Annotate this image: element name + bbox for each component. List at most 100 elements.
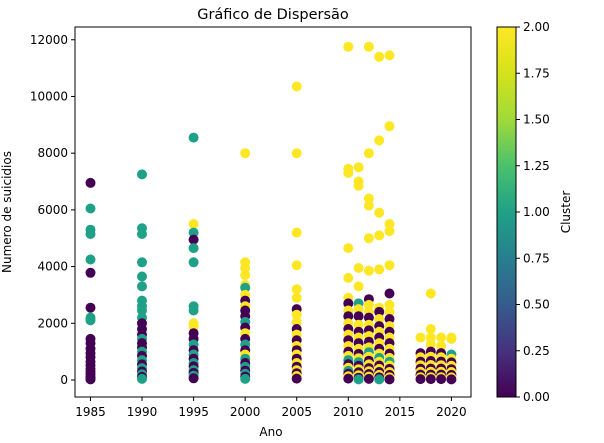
data-point: [425, 324, 436, 334]
data-point: [425, 332, 436, 343]
data-point: [384, 121, 395, 132]
data-point: [188, 132, 199, 143]
data-point: [415, 332, 426, 343]
colorbar-tick-label: 2.00: [523, 20, 550, 34]
data-point: [353, 281, 364, 292]
data-point: [137, 373, 147, 384]
y-tick-label: 6000: [37, 203, 68, 217]
data-point: [188, 373, 199, 384]
colorbar-tick-label: 1.75: [523, 66, 550, 80]
data-point: [384, 50, 395, 61]
data-point: [85, 302, 96, 313]
data-point: [343, 373, 354, 384]
x-tick-label: 2005: [281, 405, 312, 419]
data-point: [343, 298, 354, 309]
data-point: [291, 260, 302, 271]
data-point: [374, 314, 385, 324]
plot-frame: [74, 26, 472, 398]
colorbar-tick-label: 0.25: [523, 344, 550, 358]
x-tick-label: 2015: [385, 405, 416, 419]
data-point: [188, 227, 199, 238]
data-point: [85, 229, 96, 239]
data-point: [384, 260, 395, 271]
data-point: [374, 135, 385, 146]
data-point: [85, 254, 96, 265]
x-axis-label: Ano: [259, 425, 282, 439]
y-tick-label: 12000: [30, 33, 68, 47]
data-point: [363, 373, 374, 384]
data-point: [85, 177, 96, 188]
data-point: [188, 321, 199, 332]
data-point: [363, 233, 374, 244]
data-point: [343, 168, 354, 178]
data-point: [291, 81, 302, 92]
data-point: [353, 304, 364, 315]
data-point: [425, 374, 436, 385]
chart-title: Gráfico de Dispersão: [197, 7, 349, 23]
data-point: [353, 374, 364, 385]
x-tick-label: 2010: [333, 405, 364, 419]
data-point: [343, 311, 354, 322]
data-point: [343, 41, 354, 52]
data-point: [384, 314, 395, 324]
data-point: [363, 200, 374, 211]
y-axis: 0 2000 4000 6000 8000 10000 12000: [30, 33, 75, 387]
data-point: [240, 270, 251, 281]
data-point: [374, 207, 385, 218]
data-point: [291, 309, 302, 320]
data-point: [436, 341, 447, 351]
data-point: [363, 299, 374, 310]
data-point: [85, 315, 96, 326]
data-point: [85, 374, 96, 385]
data-point: [291, 292, 302, 303]
data-point: [188, 234, 199, 245]
data-point: [374, 264, 385, 275]
data-point: [353, 180, 364, 191]
data-point: [374, 51, 385, 62]
data-point: [374, 374, 385, 385]
data-point: [137, 169, 147, 180]
data-point: [363, 265, 374, 276]
data-point: [415, 374, 426, 385]
y-tick-label: 8000: [37, 146, 68, 160]
data-point: [137, 305, 147, 316]
y-axis-label: Numero de suicidios: [0, 151, 14, 273]
data-point: [363, 148, 374, 159]
colorbar-tick-label: 0.00: [523, 390, 550, 404]
points-layer: [85, 41, 457, 385]
data-point: [240, 263, 251, 273]
data-point: [363, 312, 374, 323]
colorbar-tick-label: 0.50: [523, 298, 550, 312]
data-point: [188, 243, 199, 254]
y-tick-label: 10000: [30, 89, 68, 103]
data-point: [446, 333, 457, 344]
data-point: [353, 319, 364, 330]
data-point: [425, 288, 436, 299]
data-point: [374, 306, 385, 317]
data-point: [291, 148, 302, 159]
data-point: [291, 316, 302, 327]
x-axis: 1985 1990 1995 2000 2005 2010 2015 2020: [75, 397, 467, 419]
data-point: [384, 226, 395, 237]
data-point: [137, 271, 147, 282]
data-point: [436, 374, 447, 385]
colorbar-axis: 0.00 0.25 0.50 0.75 1.00 1.25 1.50 1.75 2.00: [516, 20, 550, 404]
data-point: [353, 311, 364, 322]
data-point: [363, 193, 374, 204]
colorbar-tick-label: 1.50: [523, 113, 550, 127]
colorbar-tick-label: 1.25: [523, 159, 550, 173]
y-tick-label: 2000: [37, 316, 68, 330]
data-point: [384, 219, 395, 229]
data-point: [425, 339, 436, 350]
data-point: [291, 373, 302, 384]
data-point: [188, 257, 199, 268]
data-point: [343, 272, 354, 283]
data-point: [384, 299, 395, 310]
data-point: [188, 305, 199, 316]
data-point: [137, 281, 147, 292]
data-point: [374, 230, 385, 241]
x-tick-label: 1985: [75, 405, 106, 419]
data-point: [85, 203, 96, 214]
data-point: [240, 282, 251, 293]
